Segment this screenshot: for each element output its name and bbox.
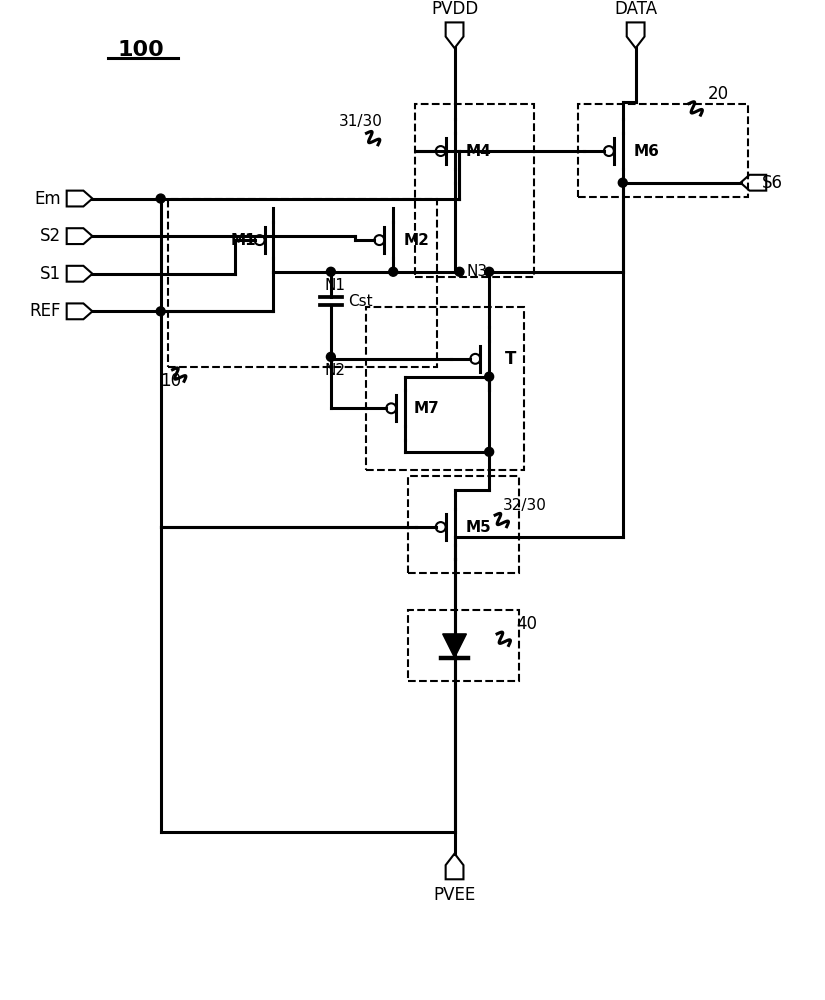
Text: PVEE: PVEE: [433, 886, 476, 904]
Bar: [578, 104, 748, 197]
Text: S1: S1: [40, 265, 61, 283]
Text: N1: N1: [324, 278, 346, 293]
Text: N3: N3: [467, 264, 488, 279]
Text: 31/30: 31/30: [338, 114, 383, 129]
Text: PVDD: PVDD: [431, 0, 478, 18]
Polygon shape: [443, 634, 466, 658]
Bar: [167, 199, 436, 367]
Bar: [408, 476, 519, 573]
Text: 32/30: 32/30: [503, 498, 547, 513]
Bar: [365, 307, 524, 470]
Bar: [415, 104, 534, 277]
Text: T: T: [505, 350, 516, 368]
Text: M7: M7: [414, 401, 440, 416]
Text: M6: M6: [634, 144, 659, 159]
Text: M1: M1: [231, 233, 257, 248]
Text: S2: S2: [40, 227, 61, 245]
Bar: [408, 610, 519, 681]
Circle shape: [156, 194, 165, 203]
Text: 10: 10: [160, 372, 182, 390]
Text: S6: S6: [761, 174, 783, 192]
Text: DATA: DATA: [614, 0, 658, 18]
Text: M5: M5: [465, 520, 491, 535]
Circle shape: [389, 267, 398, 276]
Circle shape: [156, 307, 165, 316]
Circle shape: [618, 178, 627, 187]
Circle shape: [485, 372, 493, 381]
Text: M4: M4: [465, 144, 491, 159]
Text: N2: N2: [324, 363, 346, 378]
Text: Cst: Cst: [348, 294, 373, 309]
Text: 100: 100: [117, 40, 164, 60]
Circle shape: [485, 447, 493, 456]
Circle shape: [327, 352, 335, 361]
Circle shape: [327, 267, 335, 276]
Text: 40: 40: [516, 615, 537, 633]
Circle shape: [485, 267, 493, 276]
Text: REF: REF: [29, 302, 61, 320]
Circle shape: [455, 267, 464, 276]
Text: 20: 20: [708, 85, 729, 103]
Text: Em: Em: [34, 190, 61, 208]
Text: M2: M2: [404, 233, 430, 248]
